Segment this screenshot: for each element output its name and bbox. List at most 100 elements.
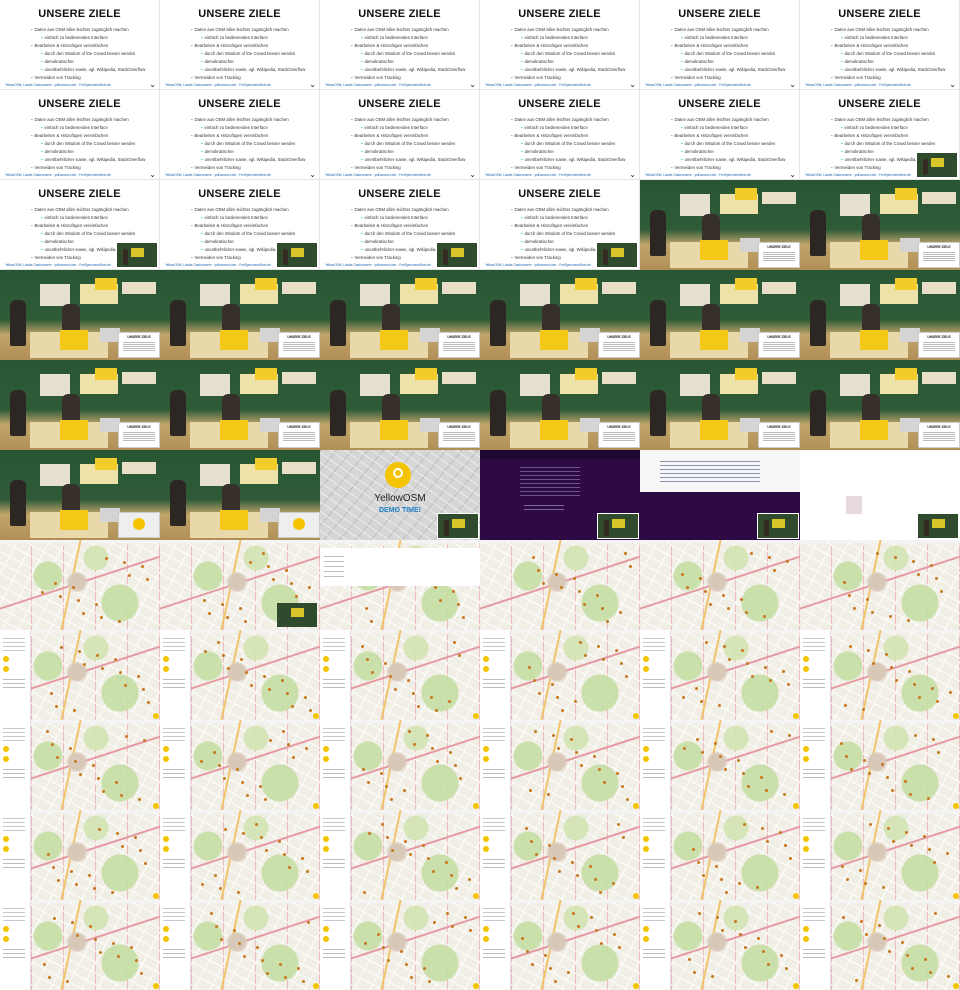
map-poi-marker[interactable] — [891, 789, 894, 792]
video-frame-slide-pip[interactable]: UNSERE ZIELE Daten aus OSM allen leichter… — [800, 90, 960, 180]
map-poi-marker[interactable] — [301, 857, 304, 860]
poi-category-icon[interactable] — [323, 846, 329, 852]
map-poi-marker[interactable] — [913, 683, 916, 686]
video-frame-slide-pip[interactable]: UNSERE ZIELE Daten aus OSM allen leichter… — [480, 180, 640, 270]
map-poi-marker[interactable] — [226, 616, 229, 619]
map-poi-marker[interactable] — [93, 887, 96, 890]
map-poi-marker[interactable] — [554, 980, 557, 983]
map-poi-marker[interactable] — [377, 933, 380, 936]
map-poi-marker[interactable] — [407, 679, 410, 682]
chevron-down-icon[interactable]: ⌄ — [949, 80, 956, 89]
chevron-down-icon[interactable]: ⌄ — [629, 80, 636, 89]
video-frame-map-side[interactable] — [320, 630, 480, 720]
map-poi-marker[interactable] — [867, 649, 870, 652]
map-poi-marker[interactable] — [297, 967, 300, 970]
map-poi-marker[interactable] — [423, 967, 426, 970]
map-poi-marker[interactable] — [97, 777, 100, 780]
map-poi-marker[interactable] — [413, 743, 416, 746]
video-frame-map-side[interactable] — [480, 720, 640, 810]
chevron-down-icon[interactable]: ⌄ — [149, 170, 156, 179]
map-poi-marker[interactable] — [865, 933, 868, 936]
map-poi-marker[interactable] — [101, 667, 104, 670]
map-poi-marker[interactable] — [306, 870, 309, 873]
map-poi-marker[interactable] — [928, 848, 931, 851]
map-poi-marker[interactable] — [309, 709, 312, 712]
map-poi-marker[interactable] — [445, 861, 448, 864]
map-poi-marker[interactable] — [240, 658, 243, 661]
map-poi-marker[interactable] — [601, 607, 604, 610]
poi-category-icon[interactable] — [643, 656, 649, 662]
map-poi-marker[interactable] — [214, 874, 217, 877]
map-poi-marker[interactable] — [89, 925, 92, 928]
map-poi-marker[interactable] — [547, 793, 550, 796]
map-poi-marker[interactable] — [535, 853, 538, 856]
map-poi-marker[interactable] — [144, 862, 147, 865]
map-poi-marker[interactable] — [718, 704, 721, 707]
map-poi-marker[interactable] — [102, 790, 105, 793]
map-poi-marker[interactable] — [288, 866, 291, 869]
locate-button[interactable] — [473, 983, 479, 989]
map-poi-marker[interactable] — [700, 700, 703, 703]
map-poi-marker[interactable] — [428, 980, 431, 983]
poi-category-icon[interactable] — [803, 746, 809, 752]
map-poi-marker[interactable] — [619, 611, 622, 614]
map-poi-marker[interactable] — [932, 738, 935, 741]
video-frame-map-side[interactable] — [0, 900, 160, 990]
map-poi-marker[interactable] — [222, 654, 225, 657]
map-poi-marker[interactable] — [905, 831, 908, 834]
map-poi-marker[interactable] — [241, 781, 244, 784]
video-frame-stage[interactable]: UNSERE ZIELE — [640, 180, 800, 270]
map-poi-marker[interactable] — [579, 641, 582, 644]
map-poi-marker[interactable] — [367, 781, 370, 784]
map-poi-marker[interactable] — [394, 688, 397, 691]
map-poi-marker[interactable] — [468, 878, 471, 881]
map-poi-marker[interactable] — [947, 975, 950, 978]
map-poi-marker[interactable] — [439, 599, 442, 602]
video-frame-map-side[interactable] — [640, 900, 800, 990]
poi-category-icon[interactable] — [643, 926, 649, 932]
poi-category-icon[interactable] — [803, 756, 809, 762]
map-poi-marker[interactable] — [256, 946, 259, 949]
map-poi-marker[interactable] — [448, 700, 451, 703]
map-poi-marker[interactable] — [434, 586, 437, 589]
poi-category-icon[interactable] — [323, 926, 329, 932]
map-poi-marker[interactable] — [307, 921, 310, 924]
map-poi-marker[interactable] — [462, 616, 465, 619]
video-frame-stage[interactable]: UNSERE ZIELE — [320, 360, 480, 450]
map-poi-marker[interactable] — [842, 916, 845, 919]
locate-button[interactable] — [953, 803, 959, 809]
map-poi-marker[interactable] — [238, 942, 241, 945]
map-poi-marker[interactable] — [741, 649, 744, 652]
map-poi-marker[interactable] — [52, 866, 55, 869]
map-poi-marker[interactable] — [845, 755, 848, 758]
locate-button[interactable] — [313, 893, 319, 899]
locate-button[interactable] — [473, 713, 479, 719]
map-poi-marker[interactable] — [137, 675, 140, 678]
video-frame-stage[interactable]: UNSERE ZIELE — [320, 270, 480, 360]
map-poi-marker[interactable] — [79, 773, 82, 776]
poi-category-icon[interactable] — [803, 666, 809, 672]
video-frame-map-side[interactable] — [640, 720, 800, 810]
map-poi-marker[interactable] — [577, 925, 580, 928]
map-poi-marker[interactable] — [227, 667, 230, 670]
poi-category-icon[interactable] — [483, 846, 489, 852]
map-poi-marker[interactable] — [100, 616, 103, 619]
map-poi-marker[interactable] — [249, 561, 252, 564]
map-poi-marker[interactable] — [432, 870, 435, 873]
map-poi-marker[interactable] — [768, 556, 771, 559]
map-poi-marker[interactable] — [233, 929, 236, 932]
map-poi-marker[interactable] — [617, 823, 620, 826]
map-poi-marker[interactable] — [364, 942, 367, 945]
map-poi-marker[interactable] — [452, 590, 455, 593]
video-frame-map-side[interactable] — [160, 900, 320, 990]
poi-category-icon[interactable] — [803, 656, 809, 662]
map-poi-marker[interactable] — [764, 666, 767, 669]
map-poi-marker[interactable] — [625, 675, 628, 678]
map-poi-marker[interactable] — [139, 849, 142, 852]
map-poi-marker[interactable] — [530, 840, 533, 843]
map-poi-marker[interactable] — [95, 603, 98, 606]
video-frame-slide[interactable]: UNSERE ZIELE Daten aus OSM allen leichter… — [640, 0, 800, 90]
map-poi-marker[interactable] — [380, 772, 383, 775]
poi-category-icon[interactable] — [163, 756, 169, 762]
map-poi-marker[interactable] — [98, 828, 101, 831]
